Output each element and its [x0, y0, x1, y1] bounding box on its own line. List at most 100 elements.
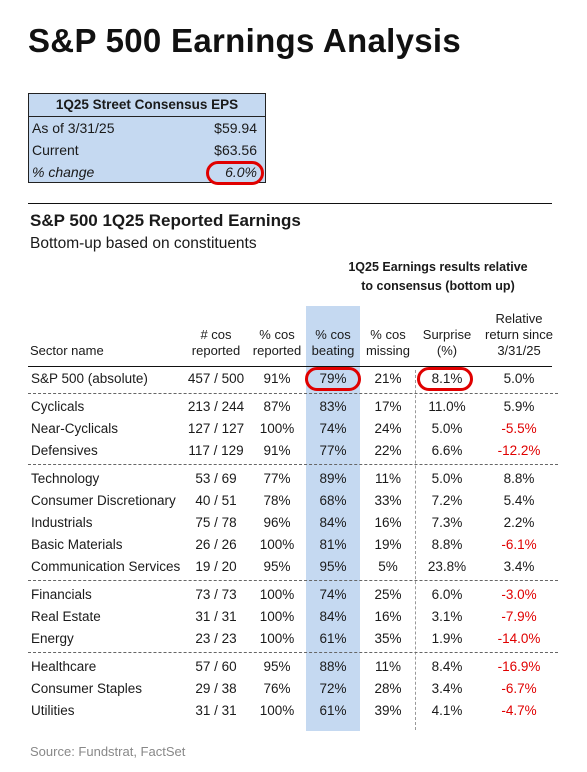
cell-pct-reported: 76%	[263, 681, 291, 696]
header-line: return since	[485, 327, 553, 342]
cell-pct-reported: 95%	[263, 659, 291, 674]
cell-surprise: 8.8%	[431, 537, 463, 552]
column-separator	[415, 370, 416, 730]
header-relative-return: Relative return since 3/31/25	[474, 311, 564, 359]
cell-surprise: 4.1%	[431, 703, 463, 718]
cell-surprise: 7.3%	[431, 515, 463, 530]
group-divider	[28, 652, 558, 653]
cell-surprise: 8.4%	[431, 659, 463, 674]
cell-reported: 457 / 500	[187, 371, 245, 386]
eps-row-current: Current $63.56	[29, 139, 265, 161]
cell-sector: Consumer Staples	[31, 681, 143, 696]
header-line: # cos	[200, 327, 232, 342]
page-title: S&P 500 Earnings Analysis	[28, 22, 462, 59]
cell-surprise: 5.0%	[431, 421, 463, 436]
cell-reported: 57 / 60	[195, 659, 237, 674]
cell-pct-beating: 72%	[319, 681, 347, 696]
header-line: % cos	[315, 327, 351, 342]
cell-reported: 73 / 73	[195, 587, 237, 602]
cell-pct-beating: 68%	[319, 493, 347, 508]
cell-surprise: 23.8%	[427, 559, 467, 574]
group-header: 1Q25 Earnings results relative to consen…	[318, 258, 558, 296]
group-divider	[28, 580, 558, 581]
cell-pct-missing: 25%	[374, 587, 402, 602]
header-reported: # cos reported	[184, 327, 248, 359]
header-line: reported	[191, 343, 241, 358]
eps-label: % change	[32, 164, 95, 180]
cell-surprise: 6.0%	[431, 587, 463, 602]
cell-rel-return: -5.5%	[501, 421, 537, 436]
cell-pct-missing: 11%	[374, 659, 402, 674]
eps-value: $59.94	[214, 120, 257, 136]
cell-pct-beating: 84%	[319, 515, 347, 530]
cell-rel-return: 8.8%	[503, 471, 535, 486]
cell-sector: Near-Cyclicals	[31, 421, 119, 436]
header-line: % cos	[370, 327, 406, 342]
cell-surprise: 7.2%	[431, 493, 463, 508]
header-line: Sector name	[30, 343, 104, 358]
cell-sector: Consumer Discretionary	[31, 493, 176, 508]
cell-rel-return: 5.9%	[503, 399, 535, 414]
cell-pct-reported: 78%	[263, 493, 291, 508]
cell-pct-beating: 74%	[319, 421, 347, 436]
cell-reported: 53 / 69	[195, 471, 237, 486]
cell-pct-missing: 16%	[374, 515, 402, 530]
cell-rel-return: -3.0%	[501, 587, 537, 602]
cell-pct-beating: 74%	[319, 587, 347, 602]
group-header-line: to consensus (bottom up)	[361, 279, 515, 293]
cell-surprise: 6.6%	[431, 443, 463, 458]
cell-pct-beating: 95%	[319, 559, 347, 574]
cell-pct-reported: 91%	[263, 443, 291, 458]
cell-pct-beating: 88%	[319, 659, 347, 674]
cell-pct-beating: 89%	[319, 471, 347, 486]
cell-pct-missing: 39%	[374, 703, 402, 718]
cell-pct-missing: 24%	[374, 421, 402, 436]
cell-pct-missing: 19%	[374, 537, 402, 552]
header-surprise: Surprise (%)	[416, 327, 478, 359]
cell-sector: Technology	[31, 471, 100, 486]
header-pct-beating: % cos beating	[306, 327, 360, 359]
header-line: Relative	[495, 311, 543, 326]
cell-pct-reported: 100%	[259, 421, 295, 436]
header-line: % cos	[259, 327, 295, 342]
cell-surprise: 1.9%	[431, 631, 463, 646]
cell-pct-reported: 91%	[263, 371, 291, 386]
cell-surprise: 3.1%	[431, 609, 463, 624]
cell-pct-missing: 5%	[378, 559, 398, 574]
cell-reported: 40 / 51	[195, 493, 237, 508]
cell-sector: S&P 500 (absolute)	[31, 371, 148, 386]
group-header-line: 1Q25 Earnings results relative	[348, 260, 528, 274]
cell-rel-return: -14.0%	[497, 631, 541, 646]
cell-pct-beating: 61%	[319, 631, 347, 646]
highlight-circle	[417, 367, 473, 391]
eps-row-as-of: As of 3/31/25 $59.94	[29, 117, 265, 139]
section-subtitle: Bottom-up based on constituents	[30, 235, 257, 252]
cell-rel-return: -12.2%	[497, 443, 541, 458]
cell-pct-reported: 96%	[263, 515, 291, 530]
cell-pct-reported: 100%	[259, 537, 295, 552]
cell-rel-return: -4.7%	[501, 703, 537, 718]
cell-pct-missing: 35%	[374, 631, 402, 646]
cell-pct-reported: 100%	[259, 631, 295, 646]
cell-rel-return: 3.4%	[503, 559, 535, 574]
cell-sector: Real Estate	[31, 609, 101, 624]
cell-reported: 213 / 244	[187, 399, 245, 414]
eps-label: Current	[32, 142, 79, 158]
eps-value: 6.0%	[225, 164, 257, 180]
cell-pct-reported: 77%	[263, 471, 291, 486]
highlight-circle	[305, 367, 361, 391]
cell-reported: 75 / 78	[195, 515, 237, 530]
cell-reported: 29 / 38	[195, 681, 237, 696]
cell-pct-reported: 100%	[259, 609, 295, 624]
header-rule	[28, 366, 552, 367]
cell-sector: Cyclicals	[31, 399, 85, 414]
header-line: beating	[311, 343, 355, 358]
header-pct-missing: % cos missing	[360, 327, 416, 359]
cell-rel-return: -16.9%	[497, 659, 541, 674]
eps-box-header: 1Q25 Street Consensus EPS	[29, 94, 265, 117]
cell-surprise: 8.1%	[431, 371, 463, 386]
cell-surprise: 5.0%	[431, 471, 463, 486]
cell-sector: Basic Materials	[31, 537, 123, 552]
cell-pct-beating: 83%	[319, 399, 347, 414]
source-note: Source: Fundstrat, FactSet	[30, 744, 186, 759]
